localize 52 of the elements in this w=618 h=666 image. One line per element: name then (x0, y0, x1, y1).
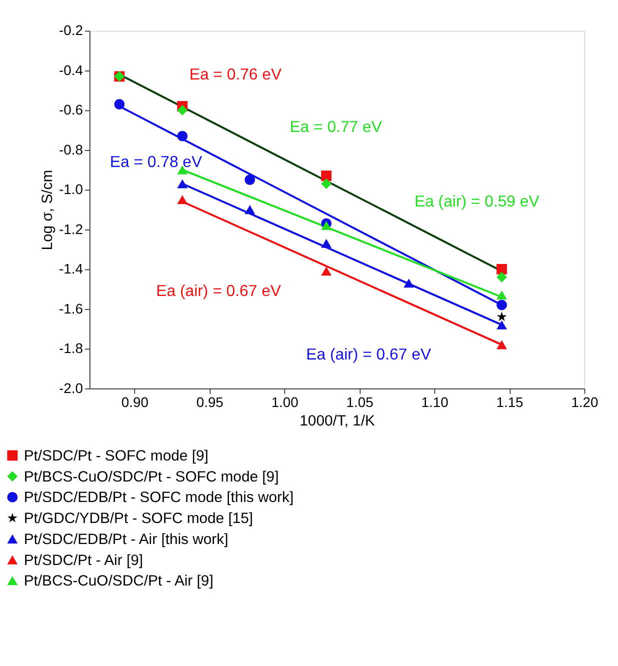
y-tick-label: -0.8 (59, 141, 84, 158)
x-tick-label: 1.20 (571, 394, 598, 410)
annotation: Ea = 0.77 eV (290, 119, 382, 136)
annotation: Ea (air) = 0.59 eV (414, 194, 540, 211)
legend-label: Pt/SDC/EDB/Pt - SOFC mode [this work] (24, 490, 294, 506)
point (177, 105, 188, 116)
point (496, 290, 507, 300)
point (496, 264, 507, 274)
point (321, 170, 332, 181)
point (177, 195, 188, 204)
legend-label: Pt/BCS-CuO/SDC/Pt - Air [9] (24, 574, 214, 590)
legend-label: Pt/BCS-CuO/SDC/Pt - SOFC mode [9] (24, 469, 279, 486)
annotation: Ea = 0.78 eV (110, 154, 203, 171)
point (496, 300, 507, 310)
point (114, 99, 125, 110)
legend-label: Pt/GDC/YDB/Pt - SOFC mode [15] (24, 511, 254, 528)
annotation: Ea (air) = 0.67 eV (306, 346, 432, 364)
point (244, 205, 256, 214)
legend-label: Pt/SDC/EDB/Pt - Air [this work] (24, 532, 228, 548)
annotation: Ea = 0.76 eV (189, 66, 282, 84)
y-axis-title: Log σ, S/cm (40, 170, 56, 250)
x-tick-label: 1.10 (421, 394, 449, 410)
point (496, 340, 507, 350)
x-tick-label: 0.95 (196, 394, 224, 410)
x-tick-label: 1.00 (271, 394, 299, 410)
point (244, 174, 256, 185)
y-tick-label: -0.6 (59, 102, 84, 118)
y-tick-label: -0.2 (59, 22, 84, 38)
point (321, 178, 332, 189)
y-tick-label: -1.6 (59, 300, 84, 316)
x-tick-label: 1.05 (346, 394, 374, 410)
legend-label: Pt/SDC/Pt - Air [9] (24, 552, 143, 569)
legend-label: Pt/SDC/Pt - SOFC mode [9] (24, 448, 208, 464)
point (177, 130, 188, 142)
y-tick-label: -1.8 (59, 340, 84, 356)
point (321, 238, 332, 248)
y-tick-label: -1.4 (59, 260, 84, 277)
y-tick-label: -2.0 (59, 380, 84, 396)
point (177, 179, 188, 188)
x-axis-title: 1000/T, 1/K (300, 414, 376, 430)
annotation: Ea (air) = 0.67 eV (156, 283, 282, 300)
point (404, 278, 414, 288)
y-tick-label: -0.4 (59, 62, 84, 78)
point (496, 272, 507, 282)
y-tick-label: -1.2 (59, 220, 84, 237)
y-tick-label: -1.0 (59, 181, 84, 198)
x-tick-label: 0.90 (121, 394, 149, 410)
point (321, 220, 332, 230)
point (321, 266, 332, 276)
x-tick-label: 1.15 (496, 394, 524, 410)
point (496, 312, 507, 322)
point (496, 320, 507, 330)
